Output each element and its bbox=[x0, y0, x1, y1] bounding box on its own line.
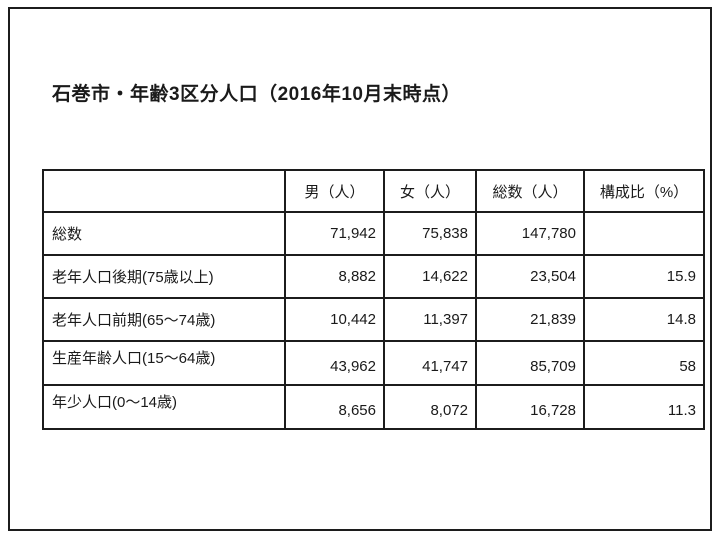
female-value: 41,747 bbox=[383, 340, 477, 386]
ratio-value: 58 bbox=[583, 340, 705, 386]
total-value: 16,728 bbox=[475, 384, 585, 430]
total-value: 21,839 bbox=[475, 297, 585, 342]
male-value: 10,442 bbox=[284, 297, 385, 342]
header-cell-total: 総数（人） bbox=[475, 169, 585, 213]
row-label: 年少人口(0～14歳) bbox=[42, 384, 286, 430]
ratio-value: 15.9 bbox=[583, 254, 705, 299]
row-label: 総数 bbox=[42, 211, 286, 256]
male-value: 8,656 bbox=[284, 384, 385, 430]
header-cell-female: 女（人） bbox=[383, 169, 477, 213]
male-value: 43,962 bbox=[284, 340, 385, 386]
slide-border-frame: 石巻市・年齢3区分人口（2016年10月末時点） 男（人） 女（人） 総数（人）… bbox=[8, 7, 712, 531]
female-value: 75,838 bbox=[383, 211, 477, 256]
male-value: 71,942 bbox=[284, 211, 385, 256]
ratio-value: 11.3 bbox=[583, 384, 705, 430]
table-row-working-age: 生産年齢人口(15～64歳) 43,962 41,747 85,709 58 bbox=[42, 340, 705, 386]
header-cell-ratio: 構成比（%） bbox=[583, 169, 705, 213]
row-label: 老年人口前期(65～74歳) bbox=[42, 297, 286, 342]
ratio-value: 14.8 bbox=[583, 297, 705, 342]
header-cell-empty bbox=[42, 169, 286, 213]
male-value: 8,882 bbox=[284, 254, 385, 299]
row-label: 生産年齢人口(15～64歳) bbox=[42, 340, 286, 386]
total-value: 23,504 bbox=[475, 254, 585, 299]
row-label: 老年人口後期(75歳以上) bbox=[42, 254, 286, 299]
female-value: 8,072 bbox=[383, 384, 477, 430]
table-row-youth: 年少人口(0～14歳) 8,656 8,072 16,728 11.3 bbox=[42, 384, 705, 430]
population-table: 男（人） 女（人） 総数（人） 構成比（%） 総数 71,942 75,838 … bbox=[42, 169, 705, 430]
ratio-value bbox=[583, 211, 705, 256]
table-row-total: 総数 71,942 75,838 147,780 bbox=[42, 211, 705, 256]
table-header-row: 男（人） 女（人） 総数（人） 構成比（%） bbox=[42, 169, 705, 213]
table-row-elderly-late: 老年人口後期(75歳以上) 8,882 14,622 23,504 15.9 bbox=[42, 254, 705, 299]
table-row-elderly-early: 老年人口前期(65～74歳) 10,442 11,397 21,839 14.8 bbox=[42, 297, 705, 342]
page-title: 石巻市・年齢3区分人口（2016年10月末時点） bbox=[52, 84, 461, 105]
female-value: 14,622 bbox=[383, 254, 477, 299]
header-cell-male: 男（人） bbox=[284, 169, 385, 213]
total-value: 147,780 bbox=[475, 211, 585, 256]
total-value: 85,709 bbox=[475, 340, 585, 386]
female-value: 11,397 bbox=[383, 297, 477, 342]
